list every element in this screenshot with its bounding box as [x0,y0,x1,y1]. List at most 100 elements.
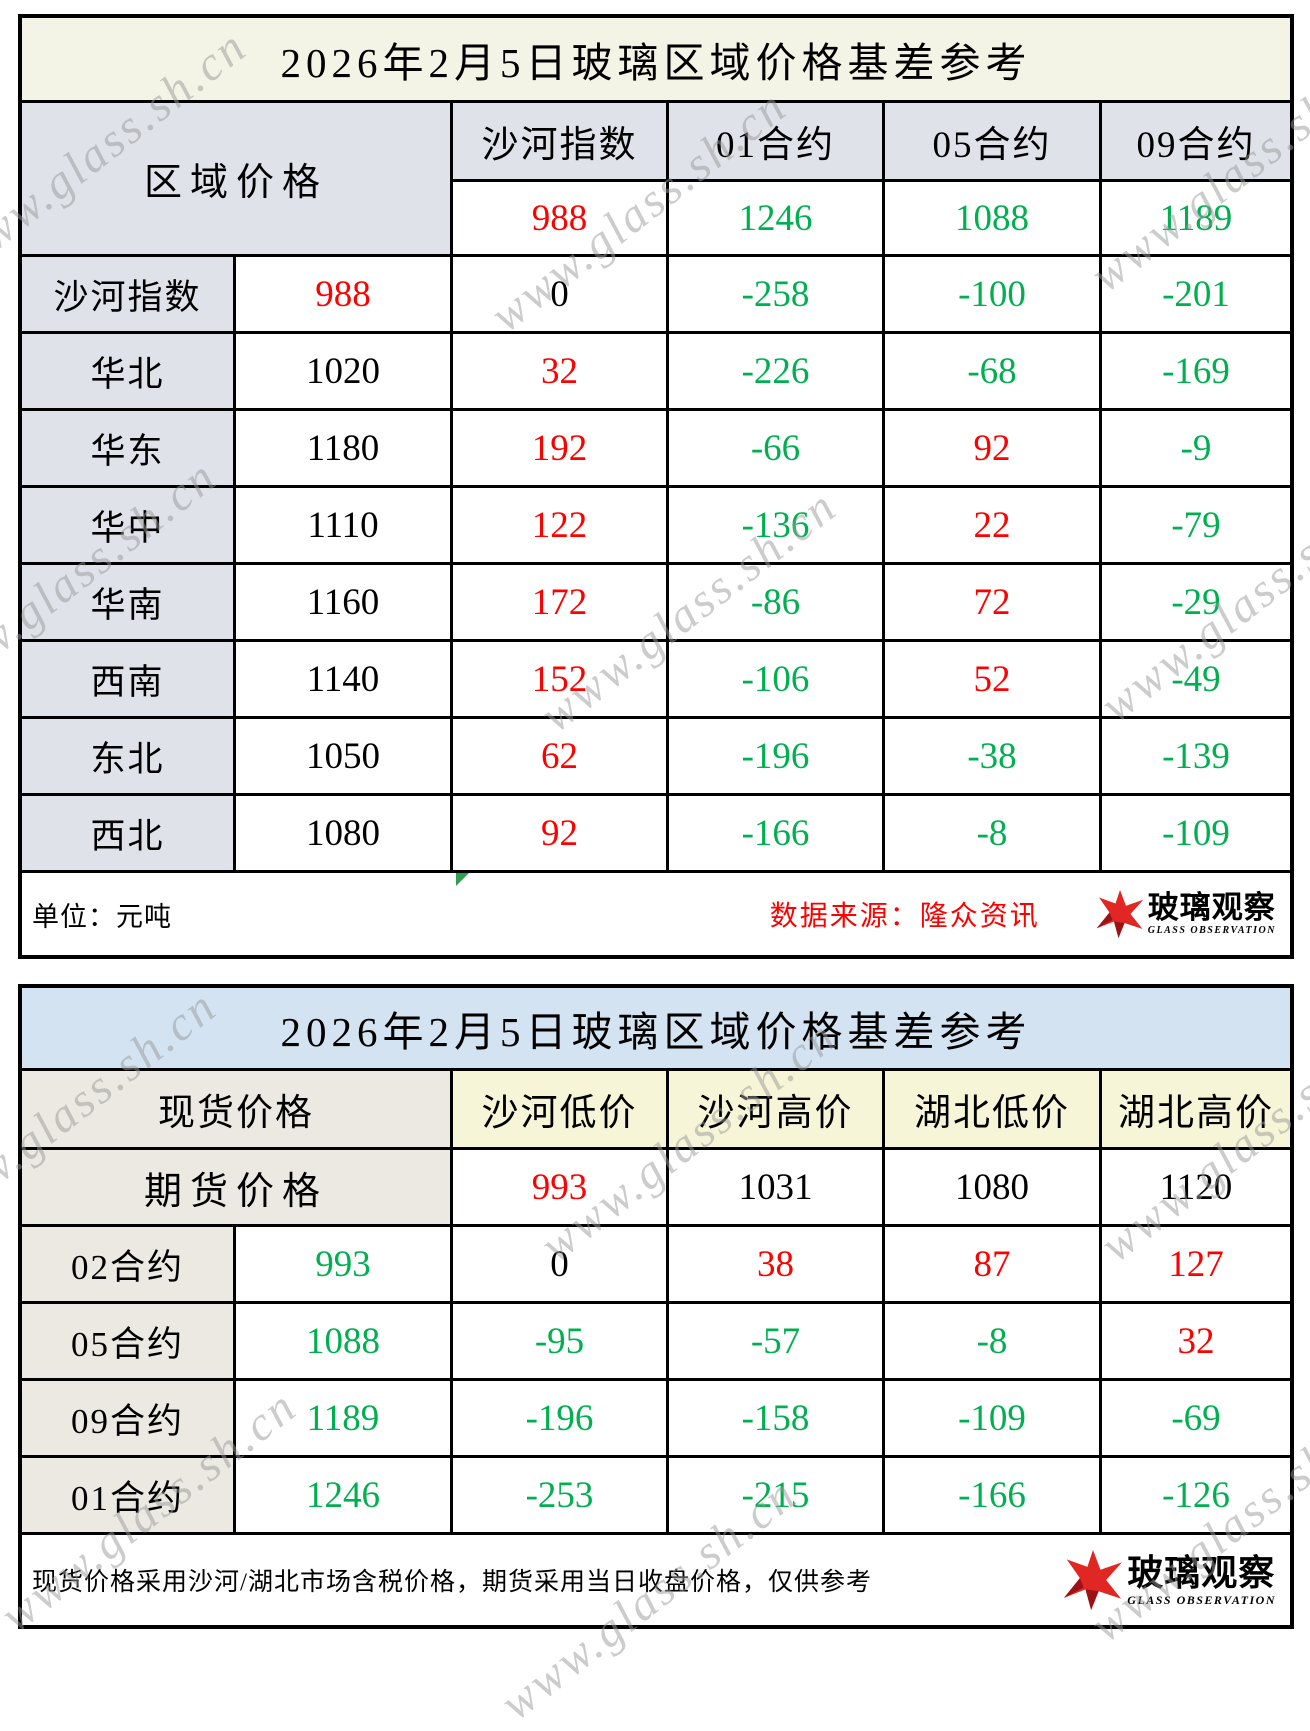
table2-corner-header: 现货价格 [22,1071,450,1147]
logo-en: GLASS OBSERVATION [1147,925,1276,936]
cell: -57 [669,1304,882,1378]
cell: 1189 [236,1381,450,1455]
cell: -100 [885,257,1099,331]
futures-cell: 993 [453,1150,666,1224]
column-header: 湖北高价 [1102,1071,1290,1147]
cell: -166 [885,1458,1099,1532]
logo-star-icon [1064,1550,1123,1610]
reference-cell: 1189 [1102,182,1290,254]
table1-corner-header: 区域价格 [22,103,450,254]
cell: -126 [1102,1458,1290,1532]
column-header: 沙河高价 [669,1071,882,1147]
glass-observation-logo: 玻璃观察 GLASS OBSERVATION [1096,887,1276,941]
table1-footer: 单位：元吨 数据来源：隆众资讯 玻璃观察 GLASS OBSERVATION [22,873,1290,955]
row-label: 01合约 [22,1458,233,1532]
cell: 1020 [236,334,450,408]
cell: 152 [453,642,666,716]
row-label: 02合约 [22,1227,233,1301]
cell: 1140 [236,642,450,716]
cell: 52 [885,642,1099,716]
cell: -106 [669,642,882,716]
table1-title: 2026年2月5日玻璃区域价格基差参考 [22,18,1290,100]
cell: 1080 [236,796,450,870]
row-label: 华中 [22,488,233,562]
cell: -38 [885,719,1099,793]
cell: -95 [453,1304,666,1378]
column-header: 01合约 [669,103,882,179]
reference-cell: 1088 [885,182,1099,254]
column-header: 09合约 [1102,103,1290,179]
cell: 72 [885,565,1099,639]
unit-label: 单位：元吨 [32,901,172,932]
row-label: 09合约 [22,1381,233,1455]
cell: 87 [885,1227,1099,1301]
row-label: 东北 [22,719,233,793]
cell: -66 [669,411,882,485]
cell: -68 [885,334,1099,408]
cell: -8 [885,796,1099,870]
cell: 122 [453,488,666,562]
cell: 993 [236,1227,450,1301]
logo-en: GLASS OBSERVATION [1127,1592,1276,1607]
cell: -8 [885,1304,1099,1378]
cell: -69 [1102,1381,1290,1455]
cell: -109 [885,1381,1099,1455]
cell: 1050 [236,719,450,793]
cell: -196 [669,719,882,793]
column-header: 05合约 [885,103,1099,179]
cell: -158 [669,1381,882,1455]
cell: 192 [453,411,666,485]
logo-cn: 玻璃观察 [1127,1552,1276,1593]
column-header: 沙河指数 [453,103,666,179]
regional-basis-table: 2026年2月5日玻璃区域价格基差参考 区域价格 沙河指数 01合约 05合约 … [18,14,1294,959]
cell: -201 [1102,257,1290,331]
logo-text: 玻璃观察 GLASS OBSERVATION [1127,1555,1276,1606]
cell: -169 [1102,334,1290,408]
column-header: 沙河低价 [453,1071,666,1147]
logo-cn: 玻璃观察 [1147,890,1276,925]
cell: -253 [453,1458,666,1532]
cell: 0 [453,1227,666,1301]
cell: -79 [1102,488,1290,562]
reference-cell: 1246 [669,182,882,254]
glass-observation-logo: 玻璃观察 GLASS OBSERVATION [1063,1547,1276,1613]
cell: -166 [669,796,882,870]
cell: -109 [1102,796,1290,870]
cell: 92 [453,796,666,870]
logo-text: 玻璃观察 GLASS OBSERVATION [1148,892,1276,936]
row-label: 华东 [22,411,233,485]
data-source-label: 数据来源：隆众资讯 [769,901,1040,932]
cell: -86 [669,565,882,639]
cell: 0 [453,257,666,331]
row-label: 沙河指数 [22,257,233,331]
column-header: 湖北低价 [885,1071,1099,1147]
futures-row-label: 期货价格 [22,1150,450,1224]
cell: -136 [669,488,882,562]
cell: 1160 [236,565,450,639]
row-label: 西南 [22,642,233,716]
cell: 32 [1102,1304,1290,1378]
table2-footer: 现货价格采用沙河/湖北市场含税价格，期货采用当日收盘价格，仅供参考 玻璃观察 G… [22,1535,1290,1625]
table2-title: 2026年2月5日玻璃区域价格基差参考 [22,988,1290,1068]
cell: 127 [1102,1227,1290,1301]
futures-cell: 1120 [1102,1150,1290,1224]
row-label: 华北 [22,334,233,408]
cell: 1110 [236,488,450,562]
cell: -49 [1102,642,1290,716]
cell: -258 [669,257,882,331]
disclaimer-note: 现货价格采用沙河/湖北市场含税价格，期货采用当日收盘价格，仅供参考 [32,1569,872,1596]
row-label: 05合约 [22,1304,233,1378]
cell: -9 [1102,411,1290,485]
cell: 1180 [236,411,450,485]
reference-cell: 988 [453,182,666,254]
cell: -196 [453,1381,666,1455]
cell: -226 [669,334,882,408]
cell: 62 [453,719,666,793]
row-label: 西北 [22,796,233,870]
futures-cell: 1080 [885,1150,1099,1224]
excel-flag-icon [456,873,469,886]
cell: 1088 [236,1304,450,1378]
logo-star-icon [1096,890,1144,938]
cell: 172 [453,565,666,639]
cell: -29 [1102,565,1290,639]
